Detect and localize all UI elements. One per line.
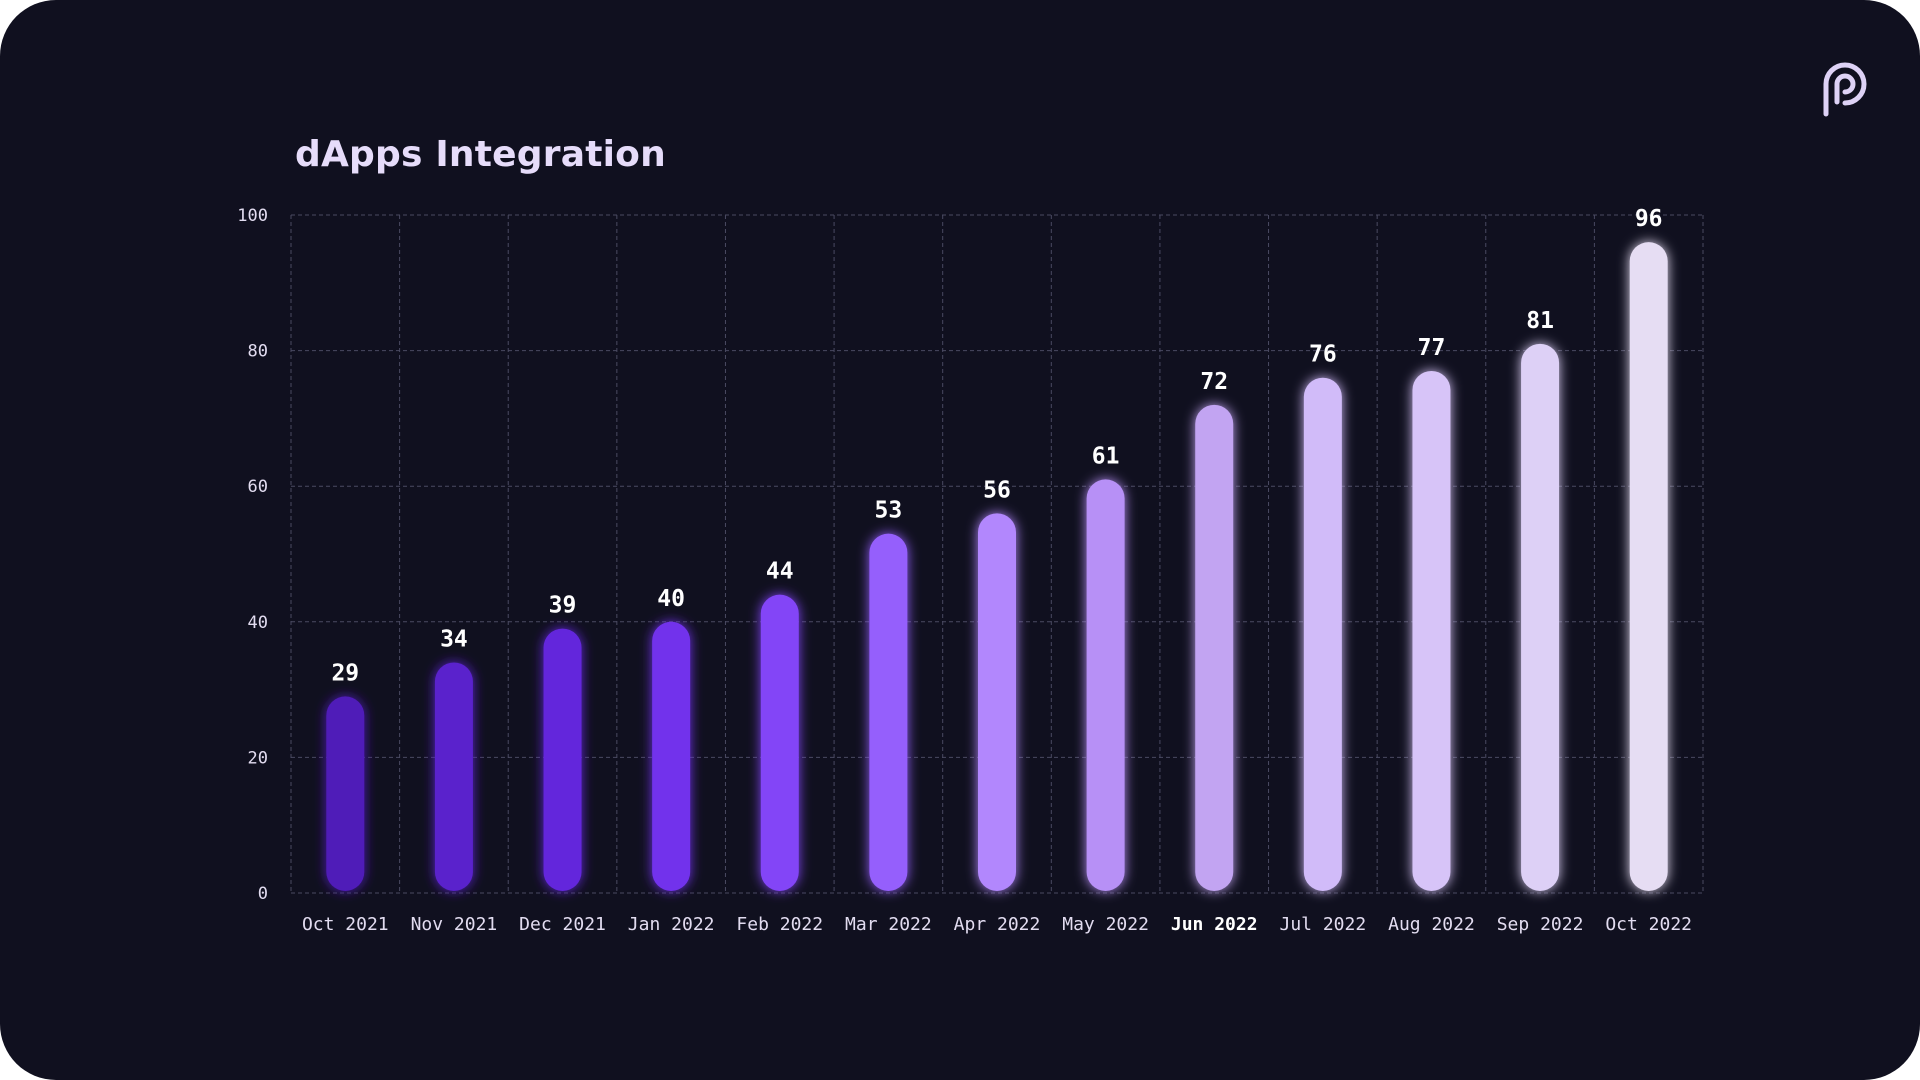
- bar: [1412, 370, 1451, 891]
- y-tick-label: 0: [258, 884, 268, 904]
- x-tick-label: Apr 2022: [954, 914, 1041, 935]
- bar: [543, 628, 582, 891]
- x-tick-label: Dec 2021: [519, 914, 606, 935]
- y-tick-label: 80: [248, 342, 268, 362]
- bar: [652, 621, 691, 891]
- data-label: 53: [875, 498, 903, 524]
- data-label: 56: [983, 477, 1011, 503]
- x-tick-label: Jan 2022: [628, 914, 715, 935]
- x-tick-label: Sep 2022: [1497, 914, 1584, 935]
- data-label: 44: [766, 559, 794, 585]
- data-label: 72: [1200, 369, 1228, 395]
- x-tick-label: Jul 2022: [1279, 914, 1366, 935]
- y-tick-label: 60: [248, 477, 268, 497]
- bar: [1303, 377, 1342, 892]
- data-label: 34: [440, 626, 468, 652]
- bar: [869, 533, 908, 891]
- pyth-logo-icon: [1823, 62, 1867, 117]
- x-tick-label: May 2022: [1062, 914, 1149, 935]
- bar: [434, 662, 473, 891]
- data-label: 81: [1526, 308, 1554, 334]
- bar: [760, 594, 799, 891]
- data-label: 29: [331, 660, 359, 686]
- y-tick-label: 20: [248, 748, 268, 768]
- y-tick-label: 100: [237, 206, 268, 226]
- bar: [1629, 242, 1668, 891]
- x-tick-label: Oct 2022: [1605, 914, 1692, 935]
- x-axis: Oct 2021 Nov 2021 Dec 2021 Jan 2022 Feb 2022…: [302, 914, 1692, 935]
- bar: [1195, 404, 1234, 891]
- x-tick-label: Oct 2021: [302, 914, 389, 935]
- bar: [978, 513, 1016, 891]
- data-label: 39: [549, 593, 577, 619]
- bar: [326, 696, 365, 891]
- x-tick-label: Feb 2022: [736, 914, 823, 935]
- bar: [1086, 479, 1125, 891]
- chart-title: dApps Integration: [295, 134, 666, 175]
- data-label: 76: [1309, 342, 1337, 368]
- x-tick-label: Aug 2022: [1388, 914, 1475, 935]
- x-tick-label: Nov 2021: [411, 914, 498, 935]
- y-axis: 0 20 40 60 80 100: [237, 206, 268, 904]
- bar: [1521, 343, 1560, 891]
- data-label: 77: [1418, 335, 1446, 361]
- data-label: 61: [1092, 443, 1120, 469]
- x-tick-label: Mar 2022: [845, 914, 932, 935]
- grid: [290, 214, 1704, 894]
- bars: [326, 242, 1668, 892]
- data-label: 40: [657, 586, 685, 612]
- x-tick-label: Jun 2022: [1171, 914, 1258, 935]
- data-labels: 29 34 39 40 44 53 56 61 72 76 77 81 96: [331, 206, 1662, 686]
- data-label: 96: [1635, 206, 1663, 232]
- y-tick-label: 40: [248, 613, 268, 633]
